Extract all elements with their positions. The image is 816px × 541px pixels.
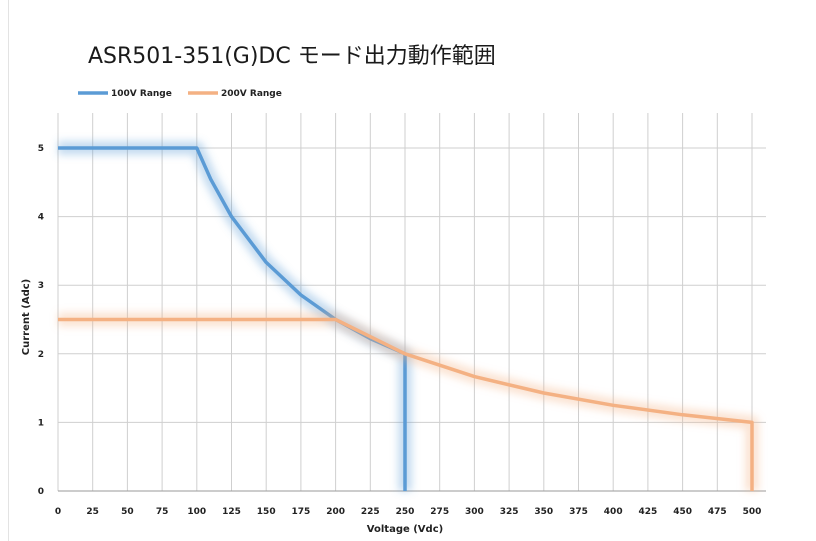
x-tick-label: 175 (292, 507, 311, 517)
chart-title: ASR501-351(G)DC モード出力動作範囲 (88, 44, 496, 69)
x-tick-label: 75 (156, 507, 169, 517)
x-tick-label: 450 (673, 507, 692, 517)
legend-label: 200V Range (221, 89, 282, 99)
x-tick-label: 325 (500, 507, 519, 517)
x-tick-label: 125 (222, 507, 241, 517)
y-tick-label: 1 (38, 418, 44, 428)
x-tick-label: 100 (187, 507, 206, 517)
left-border-rule (8, 0, 9, 541)
x-tick-label: 150 (257, 507, 276, 517)
x-tick-label: 25 (86, 507, 99, 517)
y-tick-label: 4 (38, 213, 44, 223)
x-tick-label: 350 (534, 507, 553, 517)
y-tick-label: 3 (38, 281, 44, 291)
x-tick-label: 475 (708, 507, 727, 517)
x-tick-label: 425 (639, 507, 658, 517)
legend-label: 100V Range (111, 89, 172, 99)
y-tick-label: 0 (38, 487, 44, 497)
y-axis-label: Current (Adc) (21, 279, 32, 355)
x-tick-label: 400 (604, 507, 623, 517)
x-tick-label: 250 (396, 507, 415, 517)
x-tick-label: 50 (121, 507, 134, 517)
y-tick-labels: 0 1 2 3 4 5 (38, 144, 44, 497)
series-lines (58, 141, 759, 491)
y-tick-label: 2 (38, 350, 44, 360)
x-tick-label: 375 (569, 507, 588, 517)
x-tick-label: 0 (55, 507, 61, 517)
x-tick-label: 300 (465, 507, 484, 517)
x-tick-label: 225 (361, 507, 380, 517)
x-tick-labels: 0 25 50 75 100 125 150 175 200 225 250 275 300 325 350… (55, 507, 762, 517)
series-line-1 (58, 317, 754, 491)
x-tick-label: 200 (326, 507, 345, 517)
x-axis-label: Voltage (Vdc) (367, 524, 443, 535)
x-tick-label: 500 (743, 507, 762, 517)
y-tick-label: 5 (38, 144, 44, 154)
legend: 100V Range 200V Range (78, 89, 282, 99)
x-tick-label: 275 (430, 507, 449, 517)
